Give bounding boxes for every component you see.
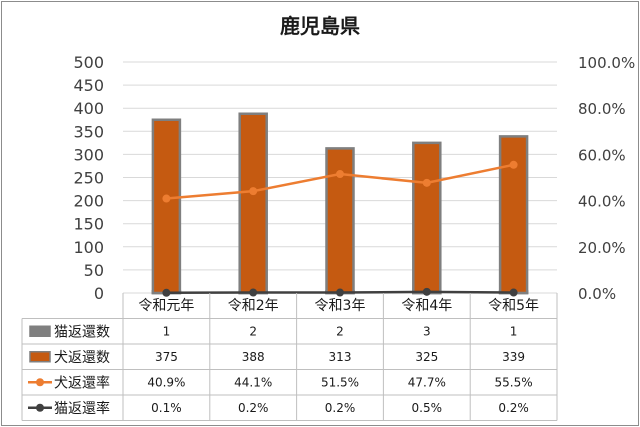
line-point (422, 287, 431, 296)
data-cell: 325 (415, 350, 438, 364)
line-point (249, 288, 258, 297)
y-left-tick-label: 250 (73, 169, 104, 188)
data-cell: 0.2% (498, 401, 529, 415)
bar-series (151, 112, 529, 295)
category-label: 令和2年 (228, 298, 279, 314)
data-cell: 51.5% (321, 375, 359, 389)
legend-key (29, 351, 51, 363)
y-left-tick-label: 500 (73, 53, 104, 72)
data-cell: 3 (423, 324, 431, 338)
line-point (162, 194, 171, 203)
y-axis-right: 100.0% 80.0% 60.0% 40.0% 20.0% 0.0% (578, 54, 635, 303)
data-cell: 339 (502, 350, 525, 364)
data-cell: 2 (336, 324, 344, 338)
y-left-tick-label: 400 (73, 99, 104, 118)
data-cell: 44.1% (234, 375, 272, 389)
line-point (249, 187, 258, 196)
data-cell: 0.2% (325, 401, 356, 415)
line-point (509, 288, 518, 297)
bar (498, 135, 529, 295)
legend-label: 猫返還率 (54, 400, 110, 417)
y-left-tick-label: 0 (94, 284, 104, 303)
line-point (509, 160, 518, 169)
data-cell: 388 (242, 350, 265, 364)
y-left-tick-label: 150 (73, 215, 104, 234)
y-left-tick-label: 200 (73, 192, 104, 211)
data-cell: 313 (329, 350, 352, 364)
y-left-tick-label: 300 (73, 145, 104, 164)
y-left-tick-label: 450 (73, 76, 104, 95)
legend-label: 犬返還率 (54, 374, 110, 391)
chart-title: 鹿児島県 (280, 14, 360, 38)
legend-label: 犬返還数 (54, 350, 110, 366)
bar (412, 141, 442, 295)
data-cell: 2 (249, 324, 257, 338)
data-cell: 40.9% (147, 375, 185, 389)
line-point (162, 288, 171, 297)
y-right-tick-label: 80.0% (578, 100, 626, 118)
line-point (336, 288, 344, 297)
data-cell: 0.2% (238, 401, 269, 415)
y-left-tick-label: 50 (84, 261, 104, 280)
data-cell: 0.5% (412, 401, 443, 415)
legend-key (29, 325, 51, 337)
category-label: 令和元年 (138, 298, 194, 314)
y-right-tick-label: 60.0% (578, 146, 626, 164)
y-right-tick-label: 40.0% (578, 193, 626, 211)
data-cell: 375 (155, 350, 178, 364)
legend-label: 猫返還数 (54, 324, 110, 340)
category-label: 令和3年 (315, 298, 366, 314)
legend-key-marker (36, 378, 44, 387)
data-cell: 1 (163, 324, 171, 338)
line-series (162, 160, 518, 297)
category-label: 令和4年 (401, 298, 452, 314)
y-right-tick-label: 0.0% (578, 285, 616, 303)
data-cell: 0.1% (151, 401, 182, 415)
y-right-tick-label: 20.0% (578, 239, 626, 257)
data-cell: 1 (510, 324, 518, 338)
y-left-tick-label: 350 (73, 122, 104, 141)
y-left-tick-label: 100 (73, 238, 104, 257)
bar (151, 118, 182, 295)
bar (238, 112, 268, 295)
data-cell: 55.5% (495, 375, 533, 389)
data-cell: 47.7% (408, 375, 446, 389)
legend-key-marker (36, 403, 44, 412)
y-right-tick-label: 100.0% (578, 54, 635, 72)
line-point (336, 170, 344, 179)
category-label: 令和5年 (488, 298, 539, 314)
line-point (422, 178, 431, 187)
